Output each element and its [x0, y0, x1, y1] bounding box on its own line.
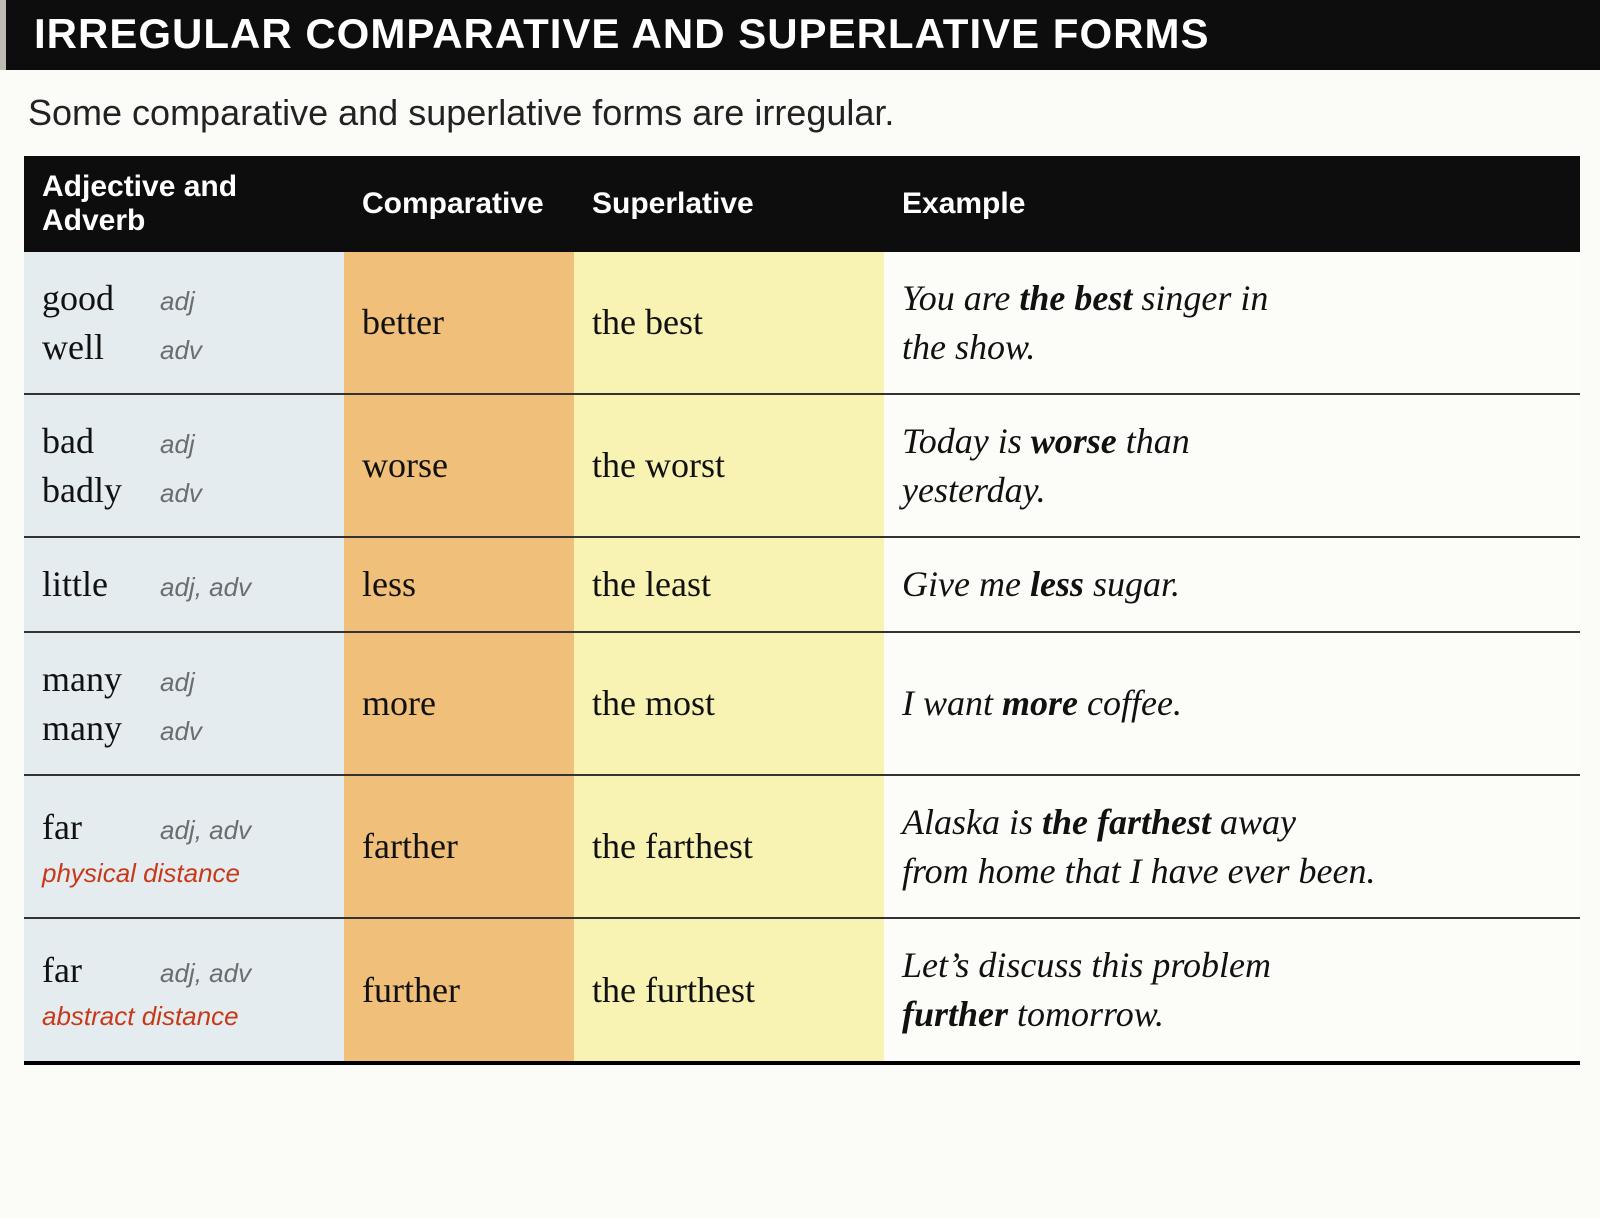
word: bad [42, 417, 152, 466]
cell-adjective: badadjbadlyadv [24, 394, 344, 537]
adjective-line: manyadv [42, 704, 326, 753]
word: far [42, 946, 152, 995]
adjective-line: manyadj [42, 655, 326, 704]
part-of-speech: adv [160, 335, 202, 365]
table-row: far adj, adv abstract distance furtherthe f… [24, 918, 1580, 1062]
cell-adjective: far adj, adv abstract distance [24, 918, 344, 1062]
table-row: badadjbadlyadvworsethe worstToday is wor… [24, 394, 1580, 537]
part-of-speech: adv [160, 478, 202, 508]
cell-superlative: the farthest [574, 775, 884, 918]
word: good [42, 274, 152, 323]
word: well [42, 323, 152, 372]
cell-superlative: the most [574, 632, 884, 775]
adjective-line: badadj [42, 417, 326, 466]
cell-adjective: little adj, adv [24, 537, 344, 632]
header-comparative: Comparative [344, 156, 574, 252]
part-of-speech: adv [160, 716, 202, 746]
cell-example: I want more coffee. [884, 632, 1580, 775]
word: little [42, 560, 152, 609]
cell-adjective: goodadjwelladv [24, 252, 344, 394]
header-adjective: Adjective and Adverb [24, 156, 344, 252]
cell-superlative: the furthest [574, 918, 884, 1062]
usage-note: physical distance [42, 856, 326, 891]
cell-example: Alaska is the farthest awayfrom home tha… [884, 775, 1580, 918]
table-row: goodadjwelladvbetterthe bestYou are the … [24, 252, 1580, 394]
adjective-line: little adj, adv [42, 560, 326, 609]
cell-example: Give me less sugar. [884, 537, 1580, 632]
part-of-speech: adj, adv [160, 815, 251, 845]
cell-example: Today is worse thanyesterday. [884, 394, 1580, 537]
grammar-table: Adjective and Adverb Comparative Superla… [24, 156, 1580, 1065]
cell-adjective: manyadjmanyadv [24, 632, 344, 775]
section-title: IRREGULAR COMPARATIVE AND SUPERLATIVE FO… [0, 0, 1600, 70]
header-example: Example [884, 156, 1580, 252]
part-of-speech: adj [160, 286, 195, 316]
cell-comparative: farther [344, 775, 574, 918]
adjective-line: badly adv [42, 466, 326, 515]
table-row: manyadjmanyadvmorethe mostI want more co… [24, 632, 1580, 775]
table-row: far adj, adv physical distance fartherthe f… [24, 775, 1580, 918]
adjective-line: goodadj [42, 274, 326, 323]
cell-example: You are the best singer inthe show. [884, 252, 1580, 394]
word: badly [42, 466, 152, 515]
cell-example: Let’s discuss this problemfurther tomorr… [884, 918, 1580, 1062]
adjective-line: far adj, adv [42, 803, 326, 852]
part-of-speech: adj, adv [160, 572, 251, 602]
cell-superlative: the least [574, 537, 884, 632]
adjective-line: welladv [42, 323, 326, 372]
header-superlative: Superlative [574, 156, 884, 252]
cell-comparative: worse [344, 394, 574, 537]
part-of-speech: adj [160, 429, 195, 459]
table-row: little adj, adv lessthe leastGive me less … [24, 537, 1580, 632]
word: far [42, 803, 152, 852]
cell-adjective: far adj, adv physical distance [24, 775, 344, 918]
cell-comparative: better [344, 252, 574, 394]
word: many [42, 655, 152, 704]
table-header-row: Adjective and Adverb Comparative Superla… [24, 156, 1580, 252]
part-of-speech: adj [160, 667, 195, 697]
adjective-line: far adj, adv [42, 946, 326, 995]
cell-comparative: further [344, 918, 574, 1062]
cell-comparative: more [344, 632, 574, 775]
usage-note: abstract distance [42, 999, 326, 1034]
intro-text: Some comparative and superlative forms a… [0, 70, 1600, 156]
cell-superlative: the worst [574, 394, 884, 537]
cell-comparative: less [344, 537, 574, 632]
part-of-speech: adj, adv [160, 958, 251, 988]
page: IRREGULAR COMPARATIVE AND SUPERLATIVE FO… [0, 0, 1600, 1065]
word: many [42, 704, 152, 753]
cell-superlative: the best [574, 252, 884, 394]
